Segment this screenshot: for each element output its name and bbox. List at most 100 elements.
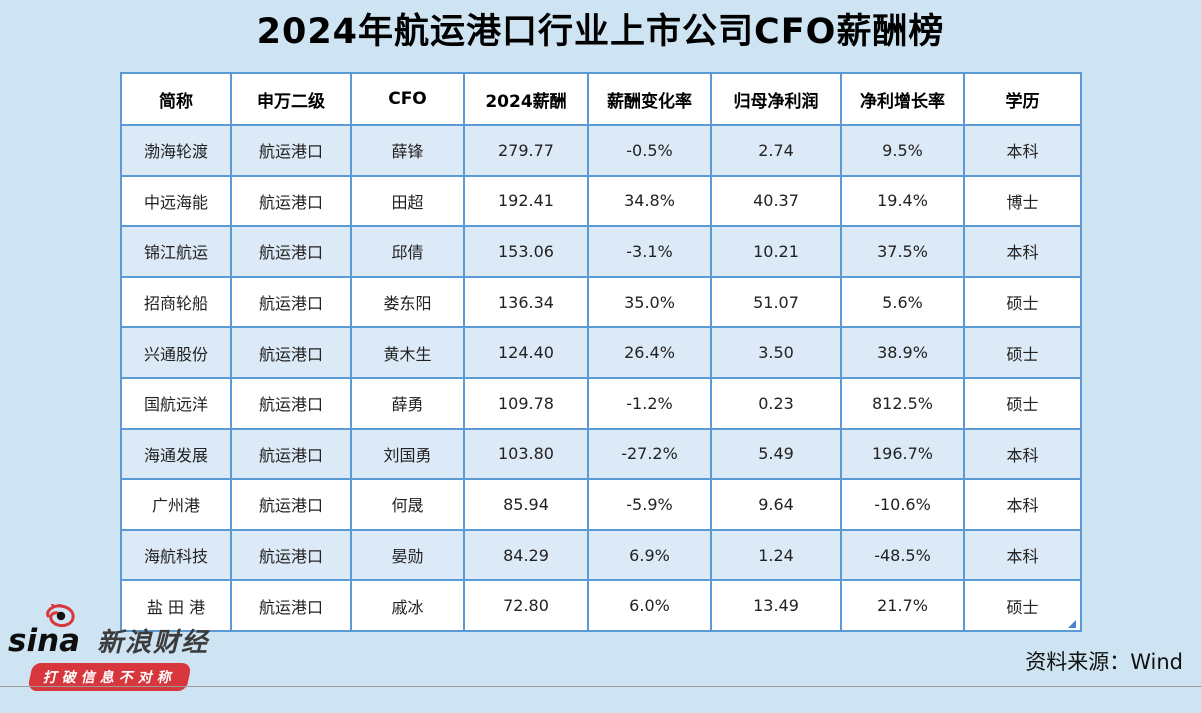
table-cell: 晏勋: [350, 528, 465, 582]
table-cell: 渤海轮渡: [120, 124, 232, 177]
table-cell: -0.5%: [587, 124, 712, 177]
logo-row: sina 新浪财经: [8, 604, 248, 660]
table-cell: 5.6%: [840, 275, 965, 329]
data-table: 简称 申万二级 CFO 2024薪酬 薪酬变化率 归母净利润 净利增长率 学历 渤海轮渡 航运港…: [120, 72, 1082, 632]
table-cell: 航运港口: [230, 124, 352, 177]
table-row: 海航科技 航运港口 晏勋 84.29 6.9% 1.24 -48.5% 本科: [120, 528, 1082, 582]
table-header-row: 简称 申万二级 CFO 2024薪酬 薪酬变化率 归母净利润 净利增长率 学历: [120, 72, 1082, 126]
table-cell: 硕士: [963, 275, 1082, 329]
table-cell: 9.64: [710, 478, 842, 531]
table-row: 盐 田 港航运港口 戚冰 72.80 6.0% 13.49 21.7% 硕士: [120, 579, 1082, 632]
table-cell: 6.9%: [587, 528, 712, 582]
table-cell: 5.49: [710, 427, 842, 481]
table-cell: 航运港口: [230, 326, 352, 379]
sina-eye-icon: [46, 604, 75, 628]
data-source-label: 资料来源：Wind: [1025, 650, 1183, 674]
table-cell: 兴通股份: [120, 326, 232, 379]
table-cell: 812.5%: [840, 376, 965, 430]
table-cell: 72.80: [463, 579, 589, 632]
table-cell: 海通发展: [120, 427, 232, 481]
table-cell: 邱倩: [350, 225, 465, 278]
table-cell: -48.5%: [840, 528, 965, 582]
sina-finance-logo: sina 新浪财经 打破信息不对称: [8, 604, 248, 691]
table-cell: 本科: [963, 124, 1082, 177]
table-cell: 153.06: [463, 225, 589, 278]
table-cell: 0.23: [710, 376, 842, 430]
table-cell: 109.78: [463, 376, 589, 430]
table-cell: 娄东阳: [350, 275, 465, 329]
footer-divider: [0, 686, 1201, 687]
table-cell: 9.5%: [840, 124, 965, 177]
table-cell: 3.50: [710, 326, 842, 379]
table-cell: 本科: [963, 427, 1082, 481]
table-cell: 19.4%: [840, 174, 965, 228]
table-cell: 航运港口: [230, 427, 352, 481]
sina-wordmark: sina: [8, 623, 81, 659]
column-header: 学历: [963, 72, 1082, 126]
column-header: 申万二级: [230, 72, 352, 126]
table-cell: 航运港口: [230, 376, 352, 430]
table-cell: 硕士: [963, 326, 1082, 379]
table-cell: 10.21: [710, 225, 842, 278]
table-cell: 锦江航运: [120, 225, 232, 278]
table-cell: 85.94: [463, 478, 589, 531]
table-cell: 航运港口: [230, 174, 352, 228]
column-header: 净利增长率: [840, 72, 965, 126]
column-header: 归母净利润: [710, 72, 842, 126]
table-cell: 38.9%: [840, 326, 965, 379]
table-cell: 6.0%: [587, 579, 712, 632]
table-cell: 51.07: [710, 275, 842, 329]
column-header: 2024薪酬: [463, 72, 589, 126]
table-cell: 84.29: [463, 528, 589, 582]
table-row: 招商轮船 航运港口 娄东阳 136.34 35.0% 51.07 5.6% 硕士: [120, 275, 1082, 329]
table-resize-handle-icon[interactable]: [1068, 620, 1076, 628]
table-row: 海通发展 航运港口 刘国勇 103.80 -27.2% 5.49 196.7% 本科: [120, 427, 1082, 481]
table-cell: 本科: [963, 528, 1082, 582]
table-cell: 34.8%: [587, 174, 712, 228]
table-cell: 刘国勇: [350, 427, 465, 481]
table-cell: 硕士: [963, 579, 1082, 632]
table-cell: 本科: [963, 478, 1082, 531]
table-cell: 136.34: [463, 275, 589, 329]
table-cell: 黄木生: [350, 326, 465, 379]
table-cell: 国航远洋: [120, 376, 232, 430]
table-cell: 招商轮船: [120, 275, 232, 329]
table-cell: 广州港: [120, 478, 232, 531]
table-row: 中远海能 航运港口 田超 192.41 34.8% 40.37 19.4% 博士: [120, 174, 1082, 228]
column-header: 简称: [120, 72, 232, 126]
table-row: 渤海轮渡 航运港口 薛锋 279.77 -0.5% 2.74 9.5% 本科: [120, 124, 1082, 177]
table-cell: 279.77: [463, 124, 589, 177]
table-cell: 航运港口: [230, 478, 352, 531]
table-cell: -1.2%: [587, 376, 712, 430]
table-cell: 薛勇: [350, 376, 465, 430]
table-row: 广州港 航运港口 何晟 85.94 -5.9% 9.64 -10.6% 本科: [120, 478, 1082, 531]
table-cell: -27.2%: [587, 427, 712, 481]
table-cell: -10.6%: [840, 478, 965, 531]
table-cell: 航运港口: [230, 528, 352, 582]
table-cell: 21.7%: [840, 579, 965, 632]
table-cell: 1.24: [710, 528, 842, 582]
sina-finance-wordmark: 新浪财经: [97, 628, 210, 658]
table-cell: 本科: [963, 225, 1082, 278]
column-header: CFO: [350, 72, 465, 126]
page-title: 2024年航运港口行业上市公司CFO薪酬榜: [256, 12, 945, 52]
table-cell: 航运港口: [230, 275, 352, 329]
table-cell: 海航科技: [120, 528, 232, 582]
table-cell: 124.40: [463, 326, 589, 379]
table-cell: 中远海能: [120, 174, 232, 228]
table-cell: 硕士: [963, 376, 1082, 430]
table-cell: 103.80: [463, 427, 589, 481]
table-cell: 何晟: [350, 478, 465, 531]
table-cell: 40.37: [710, 174, 842, 228]
table-cell: 26.4%: [587, 326, 712, 379]
table-row: 锦江航运 航运港口 邱倩 153.06 -3.1% 10.21 37.5% 本科: [120, 225, 1082, 278]
table-cell: 35.0%: [587, 275, 712, 329]
table-cell: 戚冰: [350, 579, 465, 632]
table-cell: 196.7%: [840, 427, 965, 481]
table-cell: -3.1%: [587, 225, 712, 278]
table-row: 兴通股份 航运港口 黄木生 124.40 26.4% 3.50 38.9% 硕士: [120, 326, 1082, 379]
table-cell: 田超: [350, 174, 465, 228]
cfo-salary-table: 简称 申万二级 CFO 2024薪酬 薪酬变化率 归母净利润 净利增长率 学历 渤海轮渡 航运港…: [120, 72, 1082, 632]
table-row: 国航远洋 航运港口 薛勇 109.78 -1.2% 0.23 812.5% 硕士: [120, 376, 1082, 430]
table-cell: 盐 田 港: [120, 579, 232, 632]
